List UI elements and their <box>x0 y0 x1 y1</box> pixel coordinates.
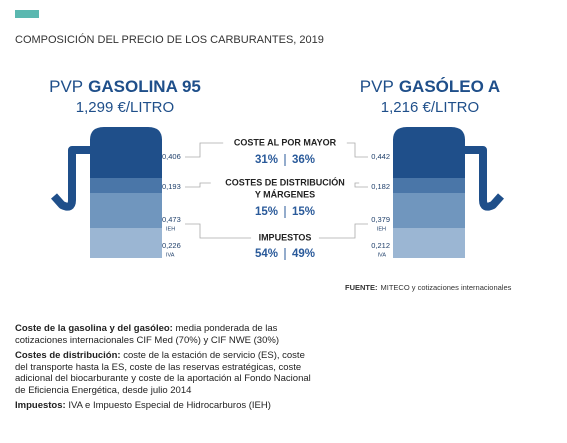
segment-value: 0,226 <box>162 241 181 250</box>
connector <box>185 182 211 188</box>
pump-segment <box>393 228 465 258</box>
pct-left: 15% <box>255 206 278 218</box>
segment-value: 0,379 <box>371 215 390 224</box>
pump-segment <box>393 139 465 178</box>
note-term: Impuestos: <box>15 400 66 411</box>
segment-tag: IEH <box>377 226 386 232</box>
pump-title: PVP GASOLINA 95 <box>49 77 201 96</box>
pct-right: 49% <box>292 248 315 260</box>
fuel-name: GASOLINA 95 <box>88 77 201 96</box>
price: 1,299 €/LITRO <box>76 99 174 116</box>
note: Impuestos: IVA e Impuesto Especial de Hi… <box>15 400 320 412</box>
title: COMPOSICIÓN DEL PRECIO DE LOS CARBURANTE… <box>15 33 324 46</box>
note-term: Costes de distribución: <box>15 350 121 361</box>
price: 1,216 €/LITRO <box>381 99 479 116</box>
source-label: FUENTE: <box>345 283 378 292</box>
pct-left: 31% <box>255 154 278 166</box>
pump-title: PVP GASÓLEO A <box>360 77 500 96</box>
hose <box>51 146 90 211</box>
infographic: COMPOSICIÓN DEL PRECIO DE LOS CARBURANTE… <box>15 10 512 292</box>
connector <box>185 142 224 158</box>
pct-right: 15% <box>292 206 315 218</box>
pump-segment <box>90 178 162 193</box>
hose <box>465 146 504 211</box>
connector <box>346 142 368 158</box>
segment-tag: IVA <box>378 252 387 258</box>
segment-value: 0,193 <box>162 182 181 191</box>
note-text: IVA e Impuesto Especial de Hidrocarburos… <box>68 400 271 411</box>
pump-top <box>90 127 162 140</box>
item-label: COSTES DE DISTRIBUCIÓN <box>225 176 345 187</box>
pump-segment <box>393 178 465 193</box>
note: Coste de la gasolina y del gasóleo: medi… <box>15 323 320 346</box>
pump-segment <box>393 193 465 228</box>
note-text: media ponderada de las cotizaciones inte… <box>15 323 279 346</box>
item-label: IMPUESTOS <box>259 232 312 242</box>
item-label: COSTE AL POR MAYOR <box>234 137 337 147</box>
prefix: PVP <box>360 77 394 96</box>
segment-tag: IVA <box>166 252 175 258</box>
segment-tag: IEH <box>166 226 175 232</box>
notes: Coste de la gasolina y del gasóleo: medi… <box>15 323 320 416</box>
segment-value: 0,442 <box>371 152 390 161</box>
note-text: coste de la estación de servicio (ES), c… <box>15 350 311 396</box>
connector <box>185 223 252 239</box>
pump-segment <box>90 139 162 178</box>
pump-segment <box>90 193 162 228</box>
pump-segment <box>90 228 162 258</box>
accent-bar <box>15 10 39 18</box>
connector <box>354 182 368 188</box>
note-term: Coste de la gasolina y del gasóleo: <box>15 323 173 334</box>
source-text: MITECO y cotizaciones internacionales <box>381 283 512 292</box>
source: FUENTE: MITECO y cotizaciones internacion… <box>345 283 512 292</box>
segment-value: 0,473 <box>162 215 181 224</box>
pct-right: 36% <box>292 154 315 166</box>
connector <box>318 223 368 239</box>
segment-value: 0,182 <box>371 182 390 191</box>
pump-top <box>393 127 465 140</box>
item-label: Y MÁRGENES <box>255 189 315 199</box>
note: Costes de distribución: coste de la esta… <box>15 350 320 396</box>
segment-value: 0,212 <box>371 241 390 250</box>
pct-left: 54% <box>255 248 278 260</box>
prefix: PVP <box>49 77 83 96</box>
fuel-name: GASÓLEO A <box>399 77 500 96</box>
segment-value: 0,406 <box>162 152 181 161</box>
